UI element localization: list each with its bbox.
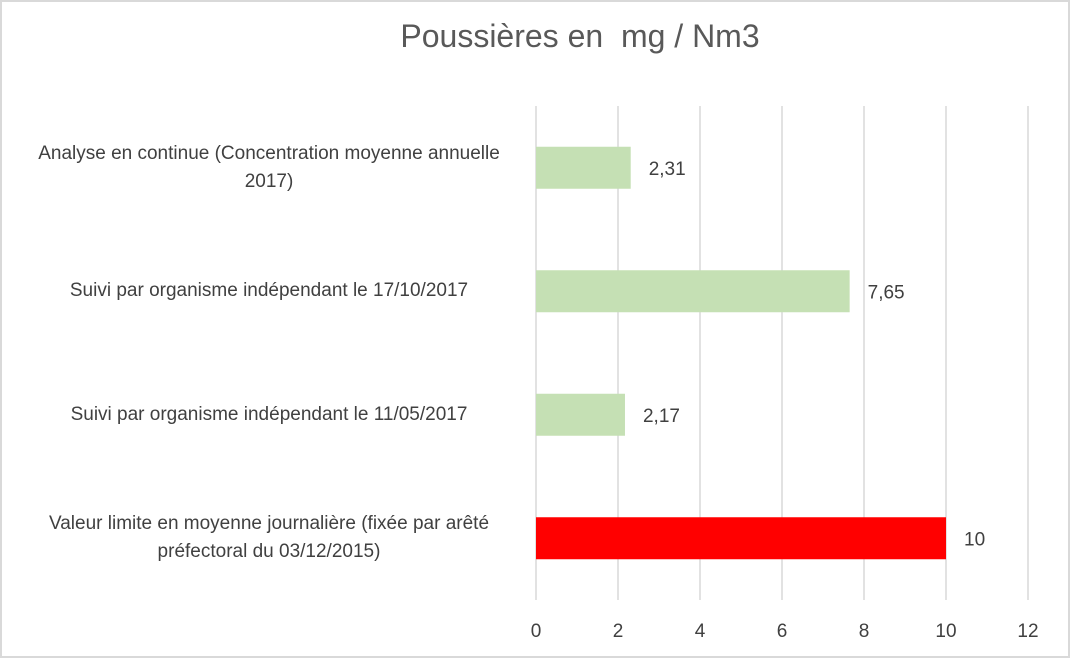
bar: [536, 146, 631, 189]
value-label: 7,65: [868, 282, 905, 303]
bar: [536, 517, 946, 560]
bar: [536, 393, 625, 436]
y-tick-label: Valeur limite en moyenne journalière (fi…: [48, 513, 490, 563]
x-tick-label: 12: [1017, 621, 1038, 642]
x-tick-label: 0: [531, 621, 542, 642]
x-tick-label: 6: [777, 621, 788, 642]
x-tick-label: 10: [935, 621, 956, 642]
y-tick-label: Suivi par organisme indépendant le 11/05…: [70, 403, 468, 425]
chart-title: Poussières en mg / Nm3: [400, 18, 760, 54]
value-label: 2,17: [643, 406, 680, 427]
bar: [536, 270, 850, 313]
value-label: 10: [964, 529, 985, 550]
y-tick-label: Analyse en continue (Concentration moyen…: [38, 142, 500, 192]
x-tick-label: 4: [695, 621, 706, 642]
x-tick-label: 2: [613, 621, 624, 642]
x-tick-label: 8: [859, 621, 870, 642]
y-tick-label: Suivi par organisme indépendant le 17/10…: [69, 280, 469, 302]
value-label: 2,31: [649, 159, 686, 180]
